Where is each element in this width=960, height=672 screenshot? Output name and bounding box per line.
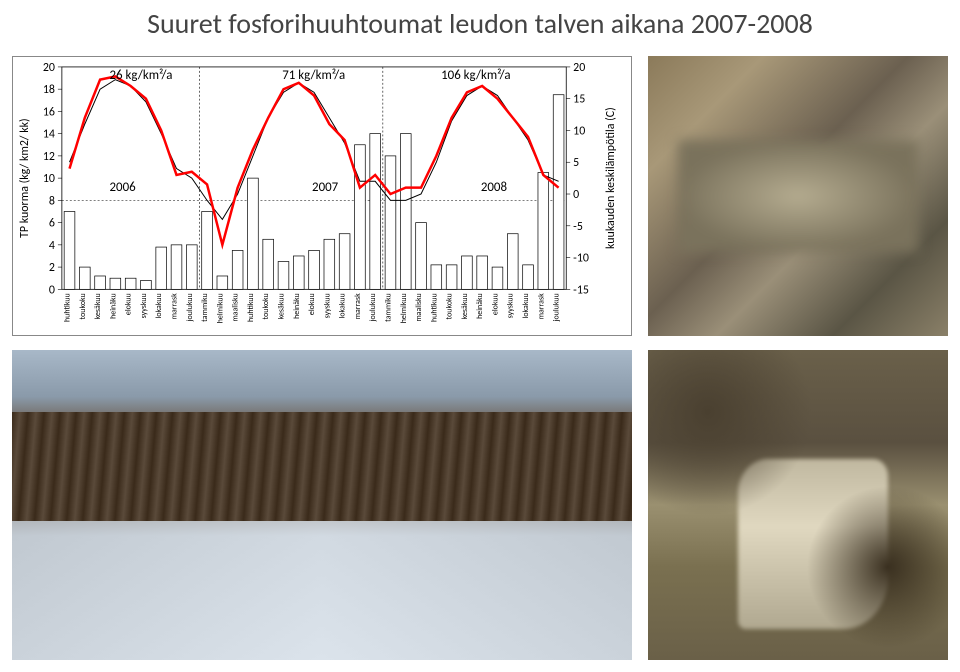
svg-text:huhtikuu: huhtikuu [63,293,73,322]
svg-text:joulukuu: joulukuu [185,293,195,322]
svg-text:106 kg/km²/a: 106 kg/km²/a [441,68,510,83]
svg-text:tammiku: tammiku [200,293,210,322]
svg-text:toukoku: toukoku [261,293,271,319]
page-title: Suuret fosforihuuhtoumat leudon talven a… [0,6,960,41]
svg-text:10: 10 [573,124,585,138]
svg-text:TP kuorma (kg/ km2/ kk): TP kuorma (kg/ km2/ kk) [18,118,32,238]
svg-text:26 kg/km²/a: 26 kg/km²/a [110,68,173,83]
svg-text:kesäkuu: kesäkuu [460,293,470,319]
svg-text:lokakuu: lokakuu [154,293,164,318]
svg-text:toukoku: toukoku [445,293,455,319]
svg-text:4: 4 [49,239,55,253]
svg-text:-5: -5 [573,220,583,234]
svg-text:heinäku: heinäku [108,293,118,319]
svg-text:5: 5 [573,156,579,170]
svg-text:71 kg/km²/a: 71 kg/km²/a [282,68,345,83]
svg-text:18: 18 [43,83,55,97]
svg-text:marrask: marrask [170,293,180,319]
svg-text:15: 15 [573,93,585,107]
photo-stream-bottom-right [648,350,948,660]
svg-text:elokuu: elokuu [490,293,500,315]
svg-text:syyskuu: syyskuu [506,293,516,318]
svg-text:0: 0 [573,188,579,202]
photo-field-bottom-left [12,350,632,660]
svg-text:-15: -15 [573,283,589,297]
svg-text:kuukauden keskilämpötila (C): kuukauden keskilämpötila (C) [604,107,618,249]
svg-text:2007: 2007 [312,180,339,195]
svg-text:elokuu: elokuu [124,293,134,315]
svg-text:2008: 2008 [481,180,508,195]
svg-text:16: 16 [43,105,55,119]
svg-text:10: 10 [43,172,55,186]
svg-text:heinäku: heinäku [292,293,302,319]
svg-text:20: 20 [573,61,585,75]
svg-text:huhtikuu: huhtikuu [246,293,256,322]
svg-text:-10: -10 [573,252,589,266]
svg-text:8: 8 [49,194,55,208]
svg-text:helmikuu: helmikuu [215,293,225,323]
svg-text:toukoku: toukoku [78,293,88,319]
svg-text:maalisku: maalisku [231,293,241,321]
svg-text:lokakuu: lokakuu [521,293,531,318]
svg-text:heinäku: heinäku [475,293,485,319]
photo-stream-top-right [648,56,948,336]
svg-text:2: 2 [49,261,55,275]
svg-text:huhtikuu: huhtikuu [429,293,439,322]
svg-text:kesäkuu: kesäkuu [93,293,103,319]
svg-text:syyskuu: syyskuu [139,293,149,318]
svg-text:syyskuu: syyskuu [322,293,332,318]
svg-text:2006: 2006 [110,180,137,195]
svg-text:14: 14 [43,128,55,142]
svg-text:joulukuu: joulukuu [552,293,562,322]
svg-text:helmikuu: helmikuu [399,293,409,323]
svg-text:marrask: marrask [353,293,363,319]
svg-text:marrask: marrask [536,293,546,319]
svg-text:lokakuu: lokakuu [338,293,348,318]
svg-text:tammiku: tammiku [383,293,393,322]
phosphorus-chart: 0 2 4 6 8 10 12 14 16 18 20 -15 -10 -5 0 5 10 15 20 huhtiku… [12,56,632,336]
svg-text:12: 12 [43,150,55,164]
svg-text:elokuu: elokuu [307,293,317,315]
svg-text:20: 20 [43,61,55,75]
svg-text:0: 0 [49,283,55,297]
svg-text:joulukuu: joulukuu [368,293,378,322]
svg-text:maalisku: maalisku [414,293,424,321]
svg-text:6: 6 [49,217,55,231]
svg-text:kesäkuu: kesäkuu [276,293,286,319]
